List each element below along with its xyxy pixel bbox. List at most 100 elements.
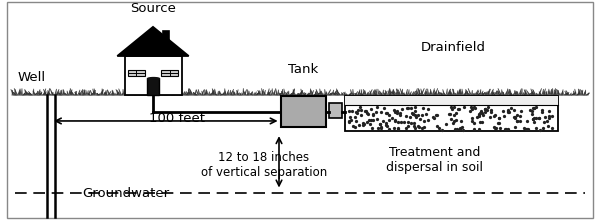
Point [353, 108, 362, 112]
Point [486, 108, 496, 112]
Point [547, 114, 557, 118]
Polygon shape [118, 27, 188, 56]
Point [448, 122, 458, 125]
Point [379, 119, 388, 123]
Point [467, 119, 477, 123]
Bar [281, 96, 325, 127]
Point [359, 123, 368, 127]
Point [400, 120, 409, 124]
Point [352, 110, 361, 114]
Point [368, 114, 378, 117]
Point [529, 106, 539, 109]
Point [478, 112, 487, 115]
Point [402, 106, 412, 110]
Bar [147, 78, 159, 95]
Point [476, 110, 486, 113]
Point [531, 126, 541, 129]
Point [527, 112, 536, 116]
Point [527, 110, 536, 113]
Point [410, 121, 419, 125]
Point [515, 114, 525, 118]
Point [457, 125, 466, 128]
Point [503, 108, 512, 112]
Point [544, 116, 554, 120]
Point [516, 109, 526, 113]
Point [350, 115, 359, 119]
Point [410, 126, 420, 130]
Point [466, 109, 475, 113]
Point [382, 124, 391, 127]
Point [469, 106, 479, 109]
Point [511, 116, 520, 120]
Text: Groundwater: Groundwater [82, 187, 170, 200]
Point [490, 125, 499, 129]
Point [482, 108, 492, 112]
Point [523, 119, 532, 123]
Point [529, 117, 538, 121]
Point [371, 110, 381, 114]
Point [475, 121, 485, 124]
Point [491, 126, 500, 130]
Point [475, 113, 484, 117]
Point [367, 107, 376, 110]
Point [377, 126, 386, 129]
Point [457, 120, 466, 123]
Text: Drainfield: Drainfield [421, 41, 485, 54]
Point [365, 122, 375, 126]
Point [480, 107, 490, 111]
Point [452, 127, 461, 131]
Point [432, 124, 442, 128]
Point [362, 111, 371, 114]
Point [413, 113, 423, 117]
Point [415, 118, 425, 121]
Point [469, 121, 479, 125]
Point [350, 125, 360, 128]
Point [406, 115, 415, 119]
Point [428, 115, 438, 119]
Point [538, 127, 548, 130]
Point [421, 113, 430, 116]
Point [524, 127, 533, 131]
Point [445, 112, 454, 116]
Point [521, 127, 531, 131]
Point [447, 107, 457, 110]
Point [385, 118, 394, 122]
Point [389, 126, 399, 129]
Point [529, 107, 538, 110]
Point [540, 115, 550, 118]
Point [460, 106, 469, 109]
Point [362, 109, 371, 113]
Point [478, 114, 488, 117]
Point [385, 127, 394, 131]
Point [410, 109, 420, 113]
Point [530, 106, 539, 109]
Point [397, 108, 406, 111]
Point [366, 118, 376, 121]
Point [455, 127, 465, 131]
Point [410, 105, 420, 109]
Point [410, 113, 420, 117]
Point [445, 112, 455, 115]
Point [384, 113, 394, 116]
Point [347, 110, 357, 113]
Point [395, 113, 405, 116]
Point [467, 116, 476, 120]
Bar [128, 70, 145, 76]
Point [379, 106, 389, 110]
Point [544, 109, 554, 113]
Text: 100 feet: 100 feet [149, 112, 205, 125]
Point [529, 116, 539, 120]
Point [418, 114, 427, 117]
Point [493, 121, 503, 125]
Point [381, 123, 391, 127]
Point [449, 119, 459, 123]
Point [395, 111, 404, 114]
Point [494, 116, 504, 120]
Point [455, 126, 464, 129]
Text: Treatment and
dispersal in soil: Treatment and dispersal in soil [386, 146, 484, 174]
Text: Well: Well [17, 71, 45, 84]
Point [539, 121, 549, 124]
Point [430, 116, 439, 120]
Point [458, 128, 468, 131]
Point [519, 126, 529, 130]
